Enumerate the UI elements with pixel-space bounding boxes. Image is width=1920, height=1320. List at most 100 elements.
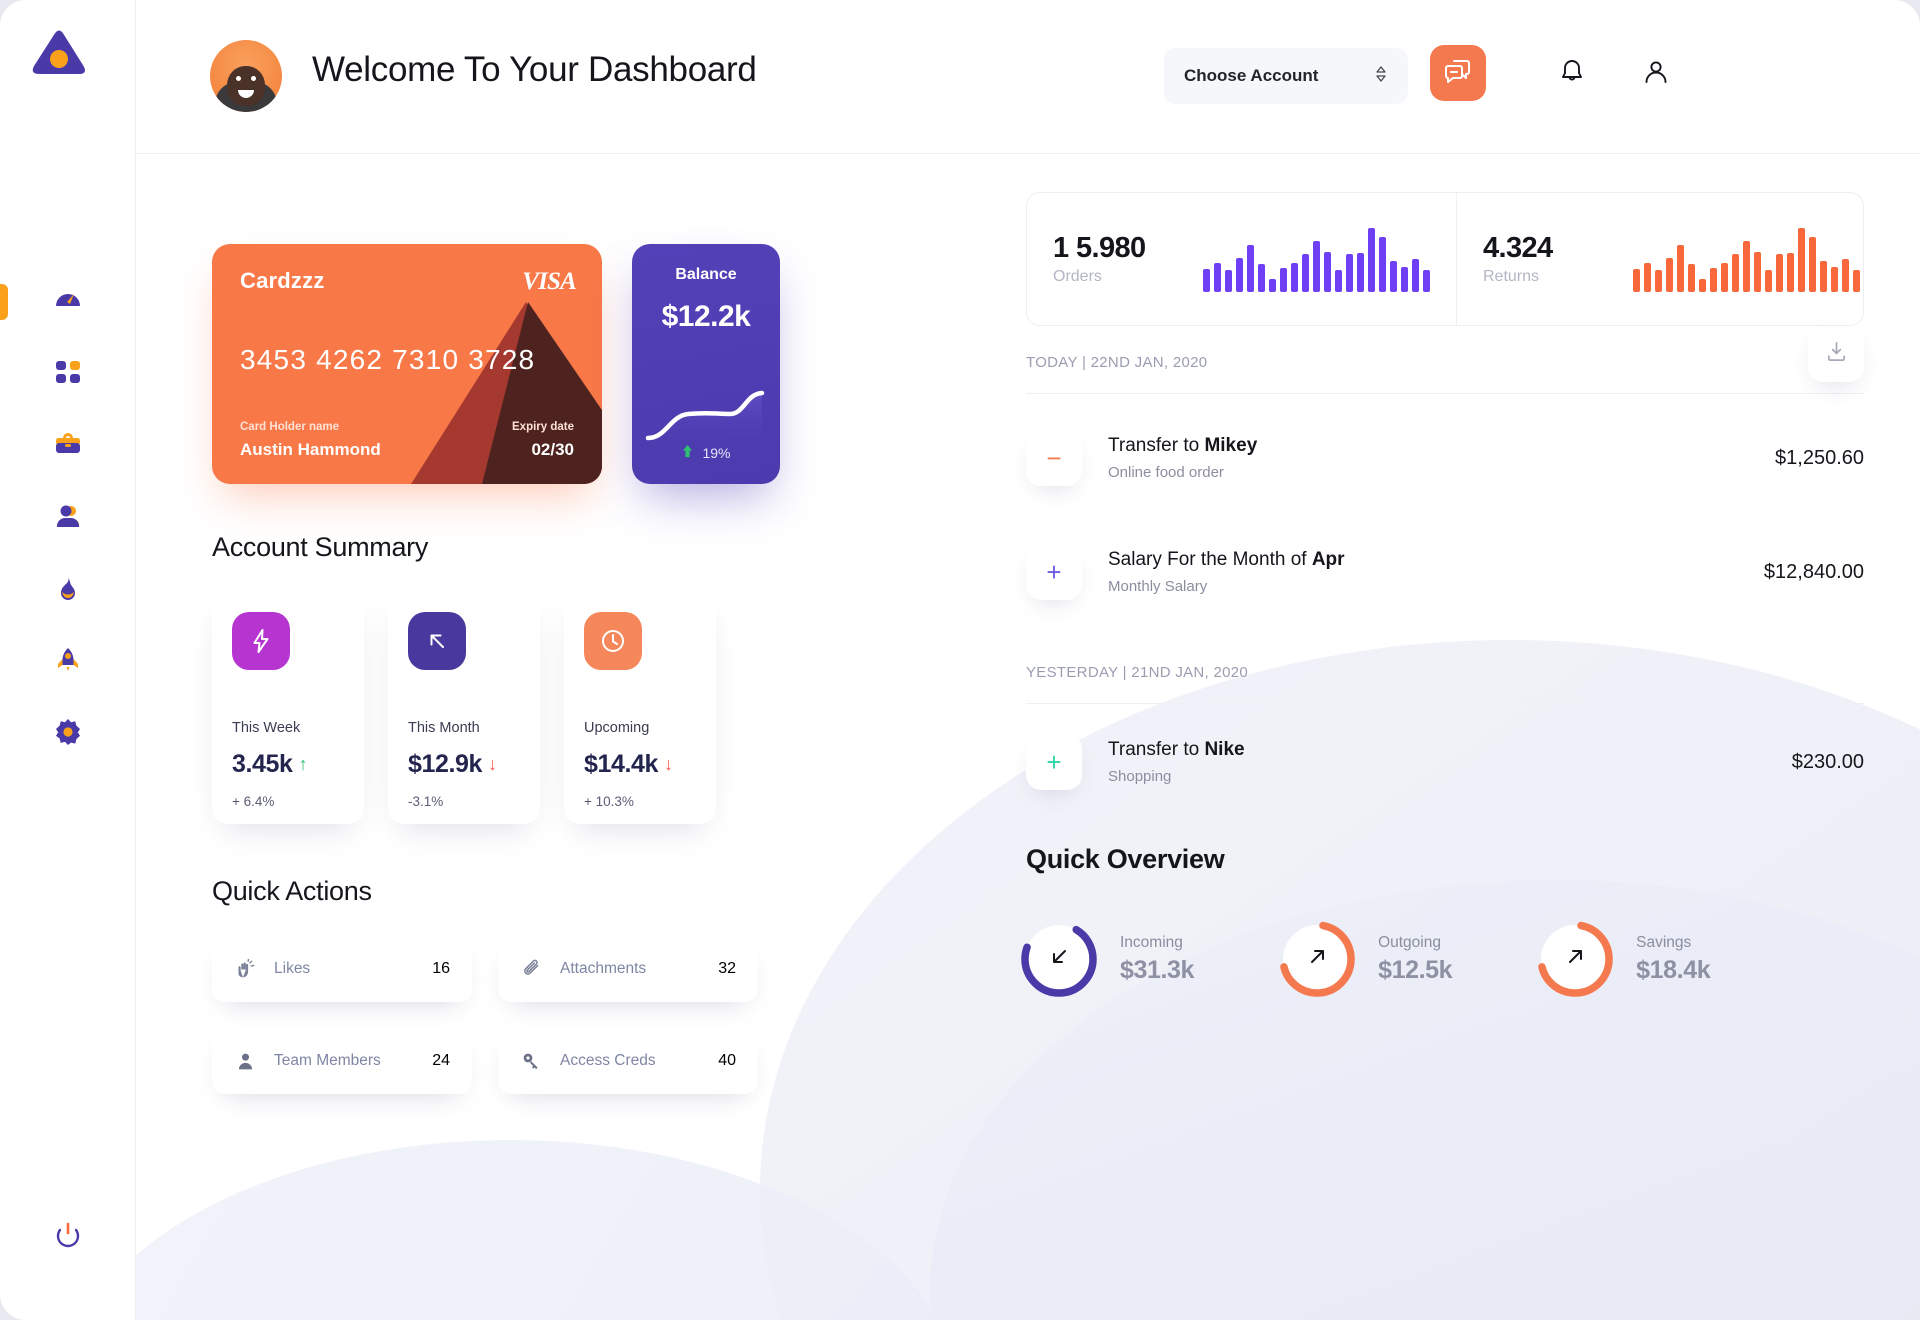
clock-icon — [584, 612, 642, 670]
bar — [1644, 262, 1651, 292]
quick-action-label: Access Creds — [560, 1052, 656, 1069]
profile-button[interactable] — [1630, 48, 1682, 100]
sidebar-item-users[interactable] — [38, 498, 98, 538]
active-indicator — [0, 284, 8, 320]
transaction-amount: $12,840.00 — [1763, 560, 1864, 583]
transaction-subtitle: Shopping — [1108, 768, 1172, 785]
sidebar-item-launch[interactable] — [38, 642, 98, 682]
overview-outgoing[interactable]: Outgoing $12.5k — [1274, 916, 1453, 1002]
transaction-amount: $230.00 — [1791, 750, 1864, 773]
bar — [1776, 254, 1783, 292]
summary-value: $14.4k ↓ — [584, 750, 673, 779]
balance-card[interactable]: Balance $12.2k — [632, 244, 780, 484]
sidebar-item-dashboard[interactable] — [0, 282, 98, 322]
bar — [1401, 267, 1408, 292]
summary-card-this-month[interactable]: This Month $12.9k ↓ -3.1% — [388, 592, 540, 824]
sidebar-item-briefcase[interactable] — [38, 426, 98, 466]
flame-icon — [54, 574, 82, 607]
quick-action-label: Attachments — [560, 960, 647, 977]
card-holder-label: Card Holder name — [240, 421, 340, 433]
messages-button[interactable] — [1430, 45, 1486, 101]
transaction-row[interactable]: − Transfer to Mikey Online food order $1… — [1026, 430, 1864, 486]
transaction-amount: $1,250.60 — [1775, 446, 1864, 469]
orders-value: 1 5.980 — [1053, 232, 1146, 264]
transaction-title-bold: Nike — [1204, 739, 1245, 760]
notifications-button[interactable] — [1546, 48, 1598, 100]
transactions-date: YESTERDAY | 21ND JAN, 2020 — [1026, 664, 1249, 681]
bar — [1831, 267, 1838, 292]
quick-action-count: 32 — [718, 960, 736, 977]
key-icon — [520, 1051, 542, 1072]
account-select[interactable]: Choose Account — [1164, 48, 1408, 104]
savings-donut-chart — [1532, 916, 1618, 1002]
paperclip-icon — [520, 959, 542, 980]
bar — [1225, 270, 1232, 292]
summary-card-this-week[interactable]: This Week 3.45k ↑ + 6.4% — [212, 592, 364, 824]
bar — [1280, 268, 1287, 292]
overview-savings[interactable]: Savings $18.4k — [1532, 916, 1711, 1002]
bar — [1379, 237, 1386, 292]
chevron-updown-icon — [1374, 65, 1388, 88]
sidebar-item-trending[interactable] — [38, 570, 98, 610]
bar — [1291, 262, 1298, 292]
bar — [1688, 264, 1695, 292]
transaction-row[interactable]: + Salary For the Month of Apr Monthly Sa… — [1026, 544, 1864, 600]
user-avatar[interactable] — [210, 40, 282, 112]
arrow-up-icon — [681, 444, 694, 462]
bar — [1390, 261, 1397, 292]
bar — [1368, 228, 1375, 292]
bar — [1423, 270, 1430, 292]
bar — [1743, 241, 1750, 292]
balance-title: Balance — [675, 266, 737, 283]
credit-card[interactable]: Cardzzz VISA 3453 4262 7310 3728 Card Ho… — [212, 244, 602, 484]
sidebar-item-apps[interactable] — [38, 354, 98, 394]
quick-action-team-members[interactable]: Team Members 24 — [212, 1028, 472, 1094]
quick-action-likes[interactable]: Likes 16 — [212, 936, 472, 1002]
quick-action-access-creds[interactable]: Access Creds 40 — [498, 1028, 758, 1094]
account-summary-title: Account Summary — [212, 532, 429, 562]
speedometer-icon — [54, 286, 82, 319]
app-logo[interactable] — [30, 28, 88, 80]
power-button[interactable] — [0, 1219, 136, 1254]
bell-icon — [1558, 58, 1586, 91]
sidebar-nav — [0, 282, 136, 754]
download-button[interactable] — [1808, 326, 1864, 382]
visa-logo: VISA — [522, 268, 577, 295]
summary-value: 3.45k ↑ — [232, 750, 308, 779]
sidebar-item-settings[interactable] — [38, 714, 98, 754]
balance-change: 19% — [632, 444, 780, 462]
up-right-arrow-icon — [1562, 944, 1588, 975]
bar — [1633, 268, 1640, 292]
bar — [1809, 237, 1816, 292]
summary-delta: + 10.3% — [584, 794, 634, 809]
bar — [1677, 244, 1684, 292]
bar — [1787, 252, 1794, 292]
transaction-row[interactable]: + Transfer to Nike Shopping $230.00 — [1026, 734, 1864, 790]
bar — [1412, 259, 1419, 292]
bar — [1765, 270, 1772, 292]
quick-action-attachments[interactable]: Attachments 32 — [498, 936, 758, 1002]
arrow-down-icon: ↓ — [488, 754, 497, 774]
summary-delta: -3.1% — [408, 794, 444, 809]
stats-card: 1 5.980 Orders 4.324 Returns — [1026, 192, 1864, 326]
balance-amount: $12.2k — [661, 300, 751, 333]
avatar-eye — [251, 76, 256, 81]
card-brand: Cardzzz — [240, 268, 325, 293]
arrow-down-icon: ↓ — [664, 754, 673, 774]
incoming-donut-chart — [1016, 916, 1102, 1002]
summary-value-text: 3.45k — [232, 750, 293, 778]
clapping-hands-icon — [234, 958, 256, 980]
card-expiry-label: Expiry date — [512, 421, 574, 433]
overview-label: Savings — [1636, 933, 1692, 951]
overview-value: $31.3k — [1120, 955, 1195, 984]
overview-incoming[interactable]: Incoming $31.3k — [1016, 916, 1194, 1002]
summary-card-upcoming[interactable]: Upcoming $14.4k ↓ + 10.3% — [564, 592, 716, 824]
bar — [1236, 257, 1243, 292]
card-number: 3453 4262 7310 3728 — [240, 344, 536, 375]
bar — [1214, 262, 1221, 292]
account-select-label: Choose Account — [1184, 66, 1319, 85]
download-icon — [1825, 340, 1848, 368]
bar — [1655, 270, 1662, 292]
bar — [1346, 254, 1353, 292]
summary-value-text: $14.4k — [584, 750, 659, 778]
